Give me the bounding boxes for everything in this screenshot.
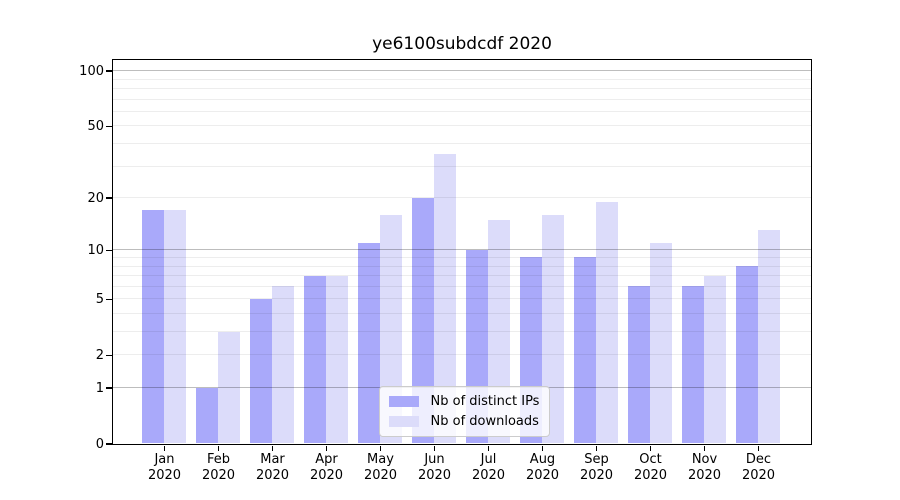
x-tick-mark (379, 445, 382, 451)
x-tick-label: Oct 2020 (633, 452, 668, 483)
gridline-minor (112, 197, 811, 199)
x-tick-label: Jun 2020 (417, 452, 452, 483)
bar-downloads-apr (326, 275, 348, 444)
bar-downloads-nov (704, 275, 726, 444)
gridline-minor (112, 298, 811, 300)
x-tick-label: Aug 2020 (525, 452, 560, 483)
y-tick-mark (106, 197, 112, 199)
gridline-minor (112, 256, 811, 258)
gridline-minor (112, 125, 811, 127)
bar-downloads-dec (758, 230, 780, 444)
bar-distinct-ips-nov (682, 286, 704, 444)
x-tick-mark (757, 445, 760, 451)
x-tick-label: Sep 2020 (579, 452, 614, 483)
x-tick-mark (271, 445, 274, 451)
y-tick-mark (106, 387, 112, 389)
gridline-major (112, 249, 811, 251)
bar-distinct-ips-feb (196, 387, 218, 444)
y-tick-label: 1 (95, 380, 104, 396)
legend-label-distinct-ips: Nb of distinct IPs (430, 393, 540, 409)
x-tick-label: Dec 2020 (741, 452, 776, 483)
bar-distinct-ips-may (358, 242, 380, 444)
bar-distinct-ips-sep (574, 257, 596, 444)
legend-item-downloads: Nb of downloads (388, 413, 540, 429)
legend: Nb of distinct IPs Nb of downloads (378, 385, 551, 437)
gridlines-layer (112, 60, 811, 444)
bar-downloads-sep (596, 201, 618, 444)
x-tick-mark (541, 445, 544, 451)
bar-downloads-mar (272, 286, 294, 444)
gridline-minor (112, 312, 811, 314)
y-tick-mark (106, 249, 112, 251)
legend-label-downloads: Nb of downloads (430, 413, 539, 429)
gridline-minor (112, 78, 811, 80)
gridline-minor (112, 275, 811, 277)
y-tick-mark (106, 443, 112, 445)
y-tick-label: 0 (95, 436, 104, 452)
gridline-minor (112, 285, 811, 287)
bar-distinct-ips-mar (250, 298, 272, 444)
x-tick-label: Mar 2020 (255, 452, 290, 483)
chart-title: ye6100subdcdf 2020 (372, 34, 552, 54)
x-tick-mark (487, 445, 490, 451)
y-tick-mark (106, 70, 112, 72)
gridline-minor (112, 88, 811, 89)
gridline-major (112, 70, 811, 72)
bar-distinct-ips-jun (412, 197, 434, 444)
bar-downloads-jun (434, 154, 456, 444)
x-tick-label: Nov 2020 (687, 452, 722, 483)
x-tick-mark (163, 445, 166, 451)
bar-distinct-ips-jan (142, 210, 164, 444)
gridline-minor (112, 110, 811, 112)
x-tick-mark (649, 445, 652, 451)
y-tick-mark (106, 354, 112, 356)
y-tick-label: 2 (95, 347, 104, 363)
x-tick-mark (217, 445, 220, 451)
bar-distinct-ips-apr (304, 275, 326, 444)
x-tick-mark (703, 445, 706, 451)
x-tick-label: Jul 2020 (471, 452, 506, 483)
y-tick-mark (106, 298, 112, 300)
gridline-minor (112, 98, 811, 100)
legend-item-distinct-ips: Nb of distinct IPs (388, 393, 540, 409)
x-tick-mark (325, 445, 328, 451)
bar-distinct-ips-oct (628, 286, 650, 444)
x-tick-mark (595, 445, 598, 451)
gridline-minor (112, 265, 811, 267)
x-tick-label: Feb 2020 (201, 452, 236, 483)
y-tick-label: 20 (87, 190, 104, 206)
gridline-minor (112, 165, 811, 167)
bar-downloads-jan (164, 210, 186, 444)
legend-swatch-downloads (388, 415, 419, 427)
y-tick-label: 10 (87, 242, 104, 258)
x-tick-label: May 2020 (363, 452, 398, 483)
x-tick-mark (433, 445, 436, 451)
legend-swatch-distinct-ips (388, 395, 419, 407)
y-tick-label: 50 (87, 118, 104, 134)
bar-downloads-oct (650, 242, 672, 444)
gridline-minor (112, 354, 811, 356)
bar-distinct-ips-dec (736, 266, 758, 444)
y-tick-mark (106, 125, 112, 128)
bar-downloads-feb (218, 331, 240, 444)
x-tick-label: Apr 2020 (309, 452, 344, 483)
y-tick-label: 100 (79, 63, 104, 79)
gridline-minor (112, 143, 811, 144)
gridline-minor (112, 331, 811, 332)
y-tick-label: 5 (95, 291, 104, 307)
x-tick-label: Jan 2020 (147, 452, 182, 483)
plot-area: Nb of distinct IPs Nb of downloads (111, 58, 812, 445)
